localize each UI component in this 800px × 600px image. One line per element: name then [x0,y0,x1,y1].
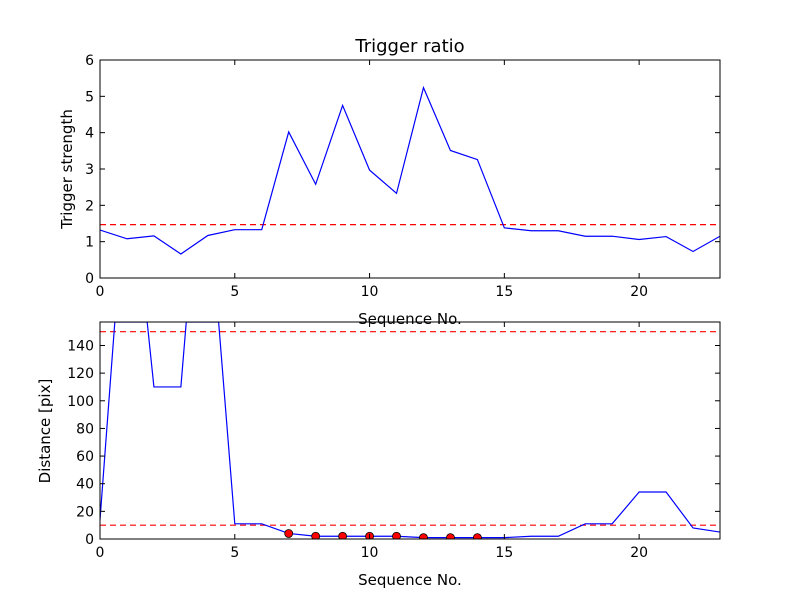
data-point [419,533,428,539]
y-tick-label: 3 [85,162,94,178]
x-tick-label: 20 [630,545,648,561]
y-tick-label: 0 [85,532,94,548]
x-tick-label: 15 [495,284,513,300]
chart-trigger-ratio: Trigger ratio Sequence No. Trigger stren… [58,36,721,328]
data-point [311,531,321,539]
chart-distance: Sequence No. Distance [pix] 0 5 10 15 20 0 20 4… [36,321,721,589]
y-tick-label: 120 [67,366,94,382]
y-tick-label: 2 [85,198,94,214]
y-tick-label: 4 [85,126,94,142]
y-axis-label: Distance [pix] [36,379,54,484]
plot-area [100,322,720,539]
plot-area [100,85,720,255]
series-line [100,322,720,539]
y-tick-label: 5 [85,89,94,105]
data-point [284,529,294,538]
x-tick-label: 10 [361,284,379,300]
y-tick-label: 40 [76,477,94,493]
x-axis-label: Sequence No. [358,571,462,589]
y-tick-label: 140 [67,338,94,354]
y-tick-label: 100 [67,394,94,410]
data-point [472,533,482,539]
data-point [446,533,455,539]
y-axis-label: Trigger strength [58,109,76,230]
series-line [100,85,720,255]
axes-frame [99,321,721,540]
x-tick-label: 0 [96,545,105,561]
x-tick-label: 5 [230,284,239,300]
y-tick-label: 6 [85,53,94,69]
chart-title: Trigger ratio [354,36,464,57]
x-axis-label: Sequence No. [358,310,462,328]
x-tick-label: 15 [495,545,513,561]
x-tick-label: 0 [96,284,105,300]
x-tick-label: 5 [230,545,239,561]
y-tick-label: 1 [85,235,94,251]
x-tick-label: 10 [361,545,379,561]
y-tick-label: 80 [76,421,94,437]
y-tick-label: 0 [85,271,94,287]
x-tick-label: 20 [630,284,648,300]
y-tick-label: 60 [76,449,94,465]
y-tick-label: 20 [76,504,94,520]
data-point [392,531,401,539]
data-point [338,531,348,539]
